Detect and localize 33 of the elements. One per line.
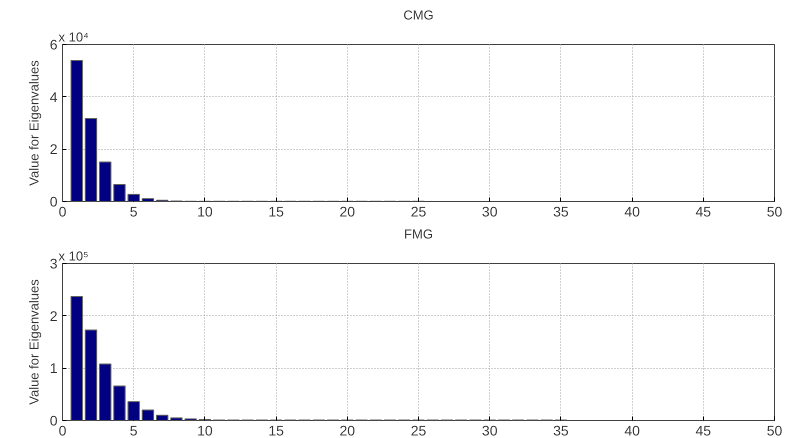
x-tick-label: 15: [268, 204, 284, 220]
y-tick-label: 1: [50, 360, 58, 376]
annotation: x 10⁵: [58, 248, 88, 264]
x-tick-label: 10: [197, 204, 213, 220]
y-tick-label: 0: [50, 194, 58, 210]
x-tick-label: 35: [553, 422, 569, 438]
x-tick-label: 25: [410, 204, 426, 220]
y-axis-title: Value for Eigenvalues: [26, 278, 42, 405]
y-tick-label: 2: [50, 141, 58, 158]
y-tick-label: 2: [50, 308, 58, 324]
chart-title: FMG: [404, 226, 433, 242]
x-tick-label: 5: [130, 204, 138, 220]
y-axis-title: Value for Eigenvalues: [26, 60, 42, 186]
annotation: x 10⁴: [58, 30, 89, 44]
x-tick-label: 50: [766, 422, 782, 438]
y-tick-label: 6: [50, 36, 58, 52]
x-tick-label: 20: [340, 422, 356, 438]
x-tick-label: 45: [696, 204, 712, 220]
x-tick-label: 40: [624, 204, 640, 220]
x-tick-label: 30: [482, 204, 498, 220]
x-tick-label: 50: [766, 204, 782, 220]
chart-title: CMG: [403, 8, 434, 22]
x-tick-label: 35: [553, 204, 569, 220]
x-tick-label: 40: [624, 422, 640, 438]
x-tick-label: 25: [410, 422, 426, 438]
x-tick-label: 10: [197, 422, 213, 438]
x-tick-label: 20: [340, 204, 356, 220]
x-tick-label: 30: [482, 422, 498, 438]
x-tick-label: 15: [268, 422, 284, 438]
y-tick-label: 3: [50, 256, 58, 272]
x-tick-label: 5: [130, 422, 138, 438]
x-tick-label: 45: [696, 422, 712, 438]
y-tick-label: 4: [50, 88, 58, 105]
